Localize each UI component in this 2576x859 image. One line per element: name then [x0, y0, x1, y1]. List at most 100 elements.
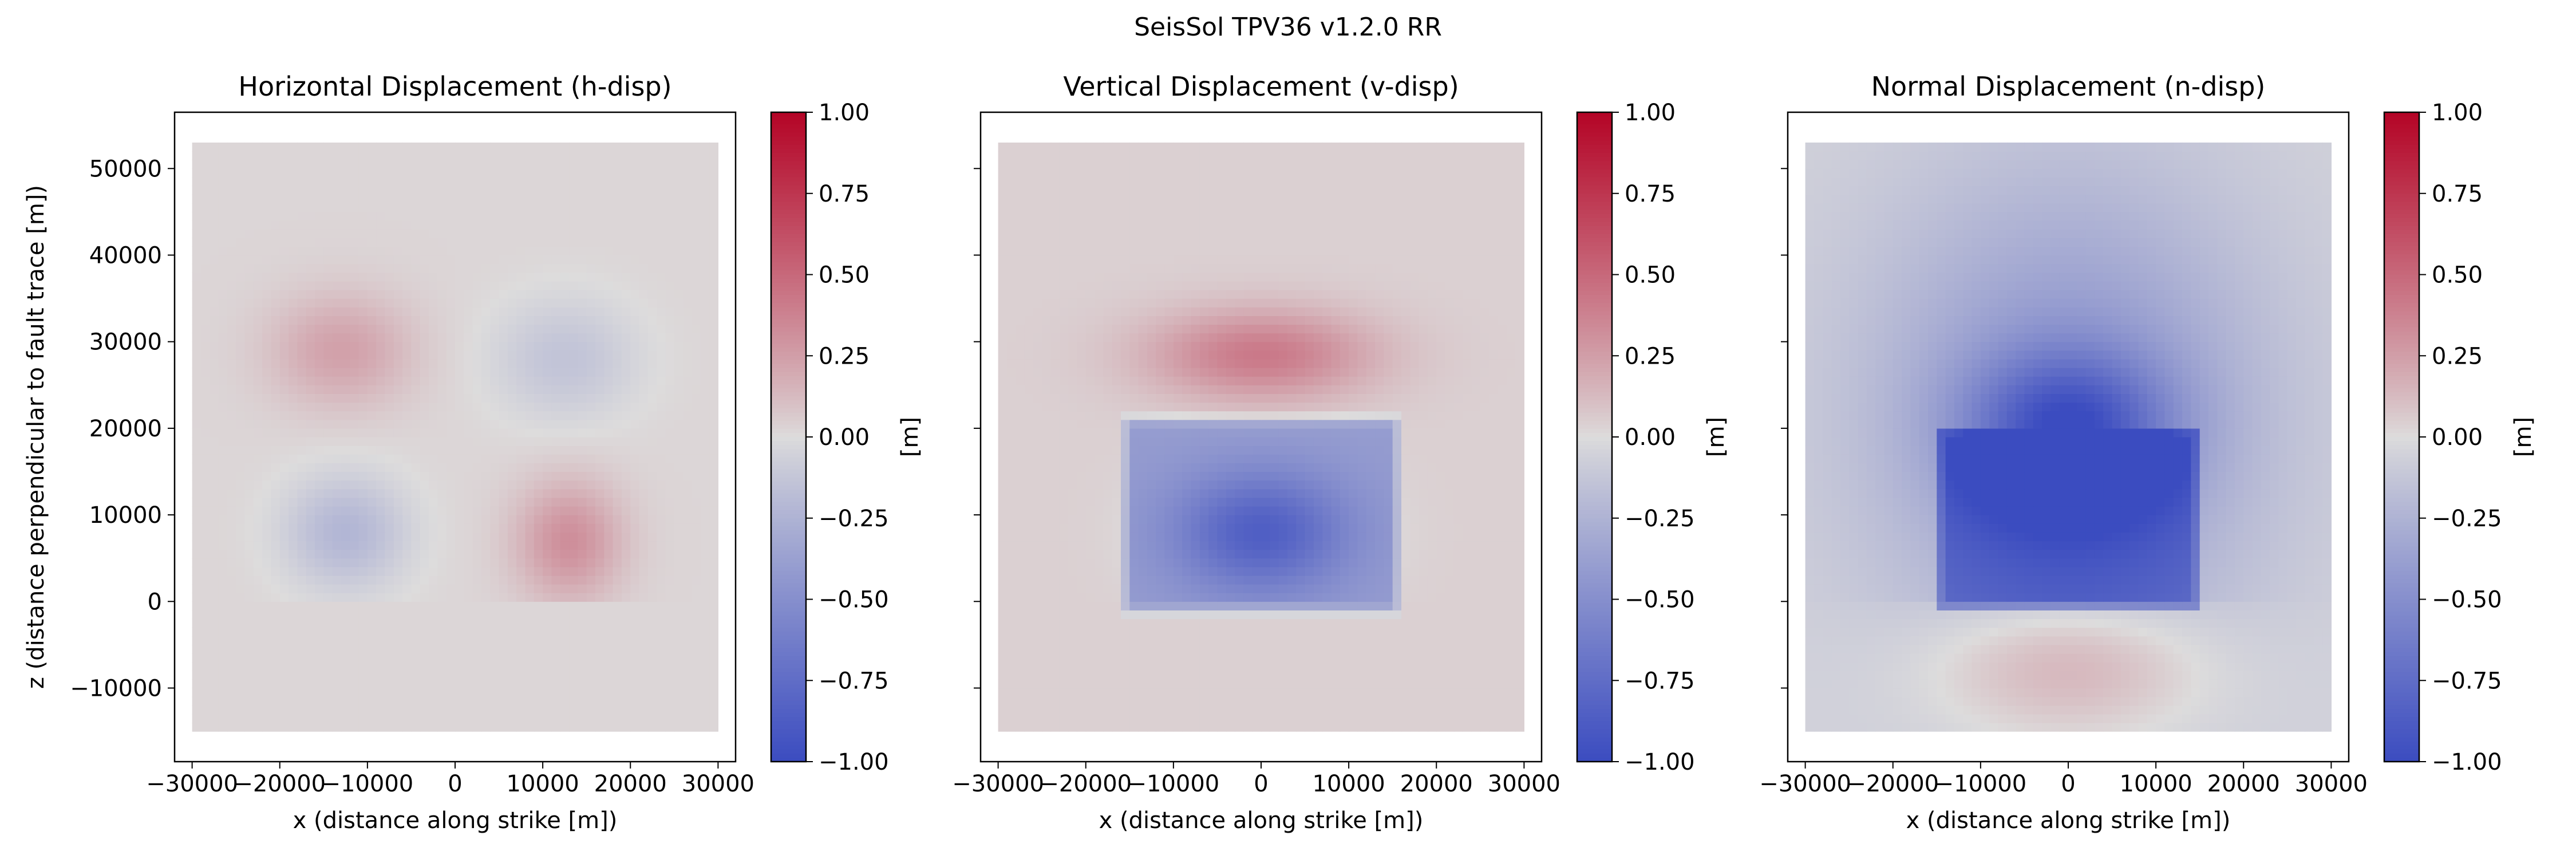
heatmap-cell [253, 307, 263, 316]
heatmap-cell [647, 229, 657, 238]
heatmap-cell [683, 480, 693, 490]
heatmap-cell [253, 211, 263, 221]
heatmap-cell [472, 194, 482, 204]
heatmap-cell [481, 532, 491, 542]
heatmap-cell [279, 644, 289, 654]
heatmap-cell [429, 653, 438, 663]
heatmap-cell [700, 662, 710, 671]
heatmap-cell [569, 497, 578, 507]
heatmap-cell [639, 229, 649, 238]
heatmap-cell [1164, 662, 1174, 671]
heatmap-cell [1191, 636, 1200, 645]
heatmap-cell [253, 350, 263, 360]
heatmap-cell [709, 177, 718, 187]
heatmap-cell [586, 523, 596, 533]
heatmap-cell [525, 610, 535, 620]
heatmap-cell [332, 428, 342, 438]
heatmap-cell [674, 272, 683, 282]
heatmap-cell [464, 211, 473, 221]
heatmap-cell [367, 688, 377, 698]
heatmap-cell [1164, 644, 1174, 654]
heatmap-cell [376, 220, 386, 230]
heatmap-cell [262, 428, 272, 438]
heatmap-cell [586, 437, 596, 446]
heatmap-cell [578, 350, 587, 360]
heatmap-cell [472, 688, 482, 698]
heatmap-cell [578, 541, 587, 550]
heatmap-cell [1226, 688, 1235, 698]
heatmap-cell [271, 722, 280, 732]
heatmap-cell [665, 636, 675, 645]
heatmap-cell [1129, 679, 1139, 689]
heatmap-cell [332, 566, 342, 576]
heatmap-cell [289, 705, 298, 715]
heatmap-cell [1191, 696, 1200, 706]
heatmap-cell [1059, 662, 1069, 671]
heatmap-cell [1340, 722, 1349, 732]
heatmap-cell [323, 393, 333, 403]
heatmap-cell [569, 610, 578, 620]
heatmap-cell [420, 385, 429, 394]
heatmap-cell [455, 696, 464, 706]
heatmap-cell [200, 324, 210, 334]
heatmap-cell [1095, 636, 1104, 645]
heatmap-cell [621, 177, 631, 187]
heatmap-cell [350, 644, 359, 654]
heatmap-cell [1357, 662, 1367, 671]
heatmap-cell [200, 488, 210, 498]
heatmap-cell [647, 437, 657, 446]
heatmap-cell [315, 488, 324, 498]
heatmap-cell [358, 229, 368, 238]
heatmap-cell [271, 558, 280, 568]
heatmap-cell [437, 714, 447, 723]
colorbar-band [771, 664, 806, 669]
colorbar-band [771, 144, 806, 149]
heatmap-cell [244, 229, 254, 238]
heatmap-cell [490, 437, 500, 446]
heatmap-cell [630, 454, 640, 463]
heatmap-cell [1375, 653, 1384, 663]
heatmap-cell [385, 229, 394, 238]
heatmap-cell [499, 497, 508, 507]
colorbar: 1.000.750.500.250.00−0.25−0.50−0.75−1.00… [770, 100, 923, 775]
heatmap-cell [543, 437, 552, 446]
heatmap-cell [1401, 714, 1411, 723]
heatmap-cell [586, 532, 596, 542]
heatmap-cell [393, 419, 403, 429]
heatmap-cell [534, 515, 543, 524]
heatmap-cell [665, 705, 675, 715]
heatmap-cell [385, 488, 394, 498]
heatmap-cell [455, 316, 464, 325]
heatmap-cell [446, 272, 456, 282]
heatmap-cell [569, 316, 578, 325]
heatmap-cell [1068, 627, 1078, 637]
heatmap-cell [323, 333, 333, 342]
heatmap-cell [393, 627, 403, 637]
heatmap-cell [692, 307, 701, 316]
heatmap-cell [306, 350, 315, 360]
heatmap-cell [551, 488, 561, 498]
heatmap-cell [218, 705, 228, 715]
heatmap-cell [367, 246, 377, 256]
heatmap-cell [341, 393, 350, 403]
heatmap-cell [647, 463, 657, 472]
heatmap-cell [262, 437, 272, 446]
heatmap-cell [227, 194, 236, 204]
heatmap-cell [192, 333, 202, 342]
heatmap-cell [262, 307, 272, 316]
heatmap-cell [446, 298, 456, 308]
heatmap-cell [341, 358, 350, 368]
heatmap-cell [367, 523, 377, 533]
heatmap-cell [315, 653, 324, 663]
heatmap-cell [630, 437, 640, 446]
colorbar-band [771, 741, 806, 746]
heatmap-cell [218, 515, 228, 524]
heatmap-cell [657, 618, 666, 628]
heatmap-cell [271, 463, 280, 472]
heatmap-cell [200, 211, 210, 221]
heatmap-cell [358, 541, 368, 550]
heatmap-cell [516, 679, 526, 689]
heatmap-cell [218, 480, 228, 490]
heatmap-cell [647, 428, 657, 438]
heatmap-cell [604, 333, 614, 342]
